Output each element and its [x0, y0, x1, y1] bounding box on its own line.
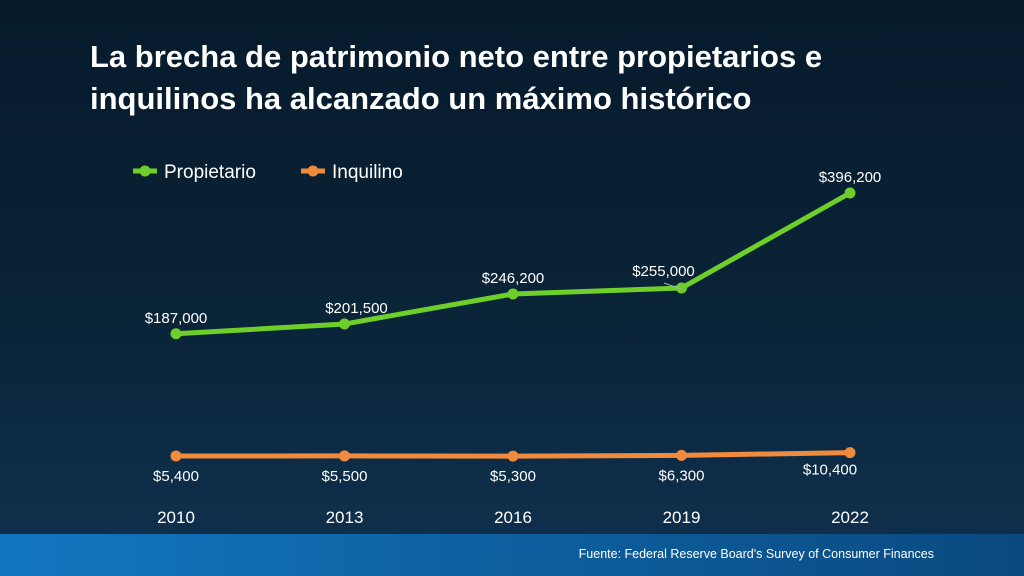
data-point-1-2	[507, 450, 519, 462]
data-point-0-0	[170, 328, 182, 340]
series-lines	[173, 190, 853, 459]
data-label-1-2: $5,300	[490, 468, 536, 485]
x-tick-label-4: 2022	[831, 508, 869, 527]
data-point-1-1	[339, 450, 350, 462]
x-tick-label-3: 2019	[663, 508, 701, 527]
data-points	[170, 187, 856, 462]
line-chart: Propietario Inquilino $187,000 $201,500 $24…	[133, 162, 882, 527]
data-point-0-2	[507, 288, 519, 300]
data-label-0-2: $246,200	[482, 270, 545, 287]
data-point-1-0	[170, 450, 182, 462]
legend-marker-0	[139, 165, 151, 177]
legend: Propietario Inquilino	[133, 162, 403, 183]
data-point-1-4	[844, 447, 856, 459]
chart-title: La brecha de patrimonio neto entre propi…	[90, 39, 823, 116]
footer-bar: Fuente: Federal Reserve Board's Survey o…	[0, 534, 1024, 576]
data-label-1-4: $10,400	[803, 462, 857, 479]
series-line-0	[173, 190, 853, 337]
x-axis-ticks: 2010 2013 2016 2019 2022	[157, 508, 869, 527]
data-label-0-1: $201,500	[325, 300, 388, 317]
data-label-1-3: $6,300	[659, 467, 705, 484]
legend-label-0: Propietario	[164, 162, 256, 183]
data-label-0-3: $255,000	[632, 263, 695, 280]
data-point-0-3	[676, 282, 687, 294]
x-tick-label-1: 2013	[326, 508, 364, 527]
x-tick-label-0: 2010	[157, 508, 195, 527]
data-point-1-3	[676, 449, 687, 461]
data-label-0-4: $396,200	[819, 169, 882, 186]
data-point-0-1	[339, 318, 350, 330]
data-point-0-4	[844, 187, 856, 199]
data-label-0-0: $187,000	[145, 310, 208, 327]
legend-marker-1	[307, 165, 319, 177]
label-leader-line	[663, 282, 682, 290]
data-label-1-0: $5,400	[153, 468, 199, 485]
source-note: Fuente: Federal Reserve Board's Survey o…	[578, 547, 934, 561]
legend-label-1: Inquilino	[332, 162, 403, 183]
x-tick-label-2: 2016	[494, 508, 532, 527]
data-label-1-1: $5,500	[322, 468, 368, 485]
data-labels: $187,000 $201,500 $246,200 $255,000 $396,200…	[145, 169, 882, 485]
